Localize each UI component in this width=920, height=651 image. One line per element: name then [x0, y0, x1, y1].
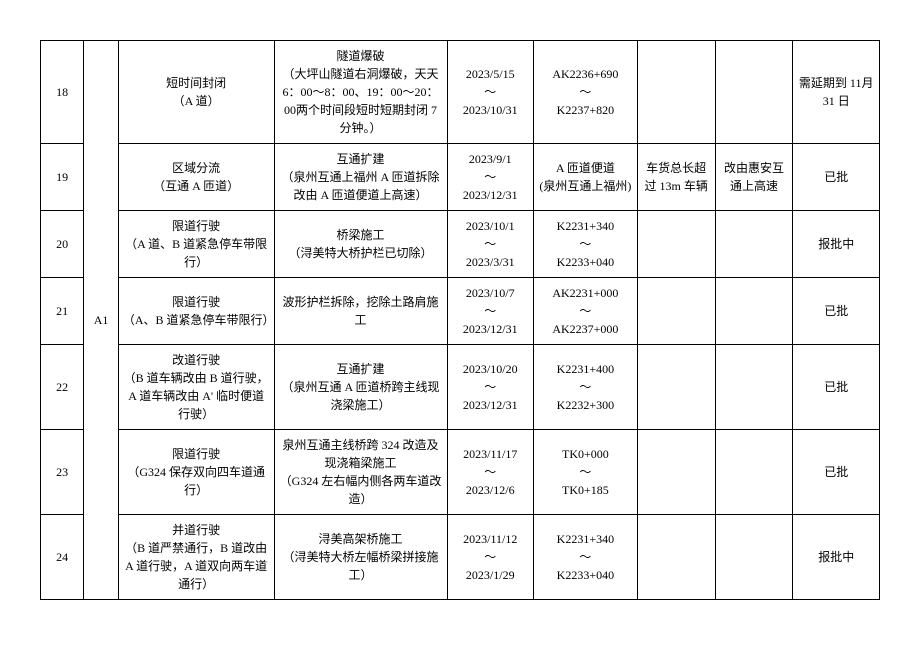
pile-range: A 匝道便道(泉州互通上福州) — [533, 144, 637, 211]
restriction: 区域分流（互通 A 匝道） — [118, 144, 274, 211]
restriction: 短时间封闭（A 道） — [118, 41, 274, 144]
date-range: 2023/5/15～2023/10/31 — [447, 41, 533, 144]
restriction: 改道行驶（B 道车辆改由 B 道行驶，A 道车辆改由 A' 临时便道行驶） — [118, 345, 274, 430]
row-index: 19 — [41, 144, 84, 211]
table-row: 19 区域分流（互通 A 匝道） 互通扩建（泉州互通上福州 A 匝道拆除改由 A… — [41, 144, 880, 211]
row-index: 24 — [41, 515, 84, 600]
reason: 波形护栏拆除，挖除土路肩施工 — [274, 278, 447, 345]
row-index: 20 — [41, 211, 84, 278]
reason: 浔美高架桥施工（浔美特大桥左幅桥梁拼接施工） — [274, 515, 447, 600]
alt-route — [715, 515, 793, 600]
status: 已批 — [793, 278, 880, 345]
row-index: 23 — [41, 430, 84, 515]
construction-table: 18 A1 短时间封闭（A 道） 隧道爆破（大坪山隧道右洞爆破，天天 6：00～… — [40, 40, 880, 600]
pile-range: AK2231+000～AK2237+000 — [533, 278, 637, 345]
reason: 泉州互通主线桥跨 324 改造及现浇箱梁施工（G324 左右幅内侧各两车道改造） — [274, 430, 447, 515]
limit — [637, 345, 715, 430]
pile-range: K2231+400～K2232+300 — [533, 345, 637, 430]
alt-route — [715, 211, 793, 278]
pile-range: AK2236+690～K2237+820 — [533, 41, 637, 144]
restriction: 并道行驶（B 道严禁通行，B 道改由 A 道行驶，A 道双向两车道通行） — [118, 515, 274, 600]
pile-range: K2231+340～K2233+040 — [533, 211, 637, 278]
restriction: 限道行驶（G324 保存双向四车道通行） — [118, 430, 274, 515]
table-row: 18 A1 短时间封闭（A 道） 隧道爆破（大坪山隧道右洞爆破，天天 6：00～… — [41, 41, 880, 144]
date-range: 2023/11/12～2023/1/29 — [447, 515, 533, 600]
row-index: 21 — [41, 278, 84, 345]
pile-range: TK0+000～TK0+185 — [533, 430, 637, 515]
date-range: 2023/10/1～2023/3/31 — [447, 211, 533, 278]
restriction: 限道行驶（A、B 道紧急停车带限行） — [118, 278, 274, 345]
alt-route — [715, 345, 793, 430]
date-range: 2023/9/1～2023/12/31 — [447, 144, 533, 211]
row-index: 18 — [41, 41, 84, 144]
table-row: 21 限道行驶（A、B 道紧急停车带限行） 波形护栏拆除，挖除土路肩施工 202… — [41, 278, 880, 345]
limit — [637, 41, 715, 144]
status: 已批 — [793, 430, 880, 515]
reason: 桥梁施工（浔美特大桥护栏已切除） — [274, 211, 447, 278]
status: 已批 — [793, 144, 880, 211]
row-index: 22 — [41, 345, 84, 430]
status: 需延期到 11月 31 日 — [793, 41, 880, 144]
limit — [637, 515, 715, 600]
date-range: 2023/10/7～2023/12/31 — [447, 278, 533, 345]
restriction: 限道行驶（A 道、B 道紧急停车带限行） — [118, 211, 274, 278]
table-row: 24 并道行驶（B 道严禁通行，B 道改由 A 道行驶，A 道双向两车道通行） … — [41, 515, 880, 600]
pile-range: K2231+340～K2233+040 — [533, 515, 637, 600]
alt-route — [715, 41, 793, 144]
status: 已批 — [793, 345, 880, 430]
reason: 隧道爆破（大坪山隧道右洞爆破，天天 6：00～8：00、19：00～20：00两… — [274, 41, 447, 144]
table-row: 20 限道行驶（A 道、B 道紧急停车带限行） 桥梁施工（浔美特大桥护栏已切除）… — [41, 211, 880, 278]
status: 报批中 — [793, 211, 880, 278]
date-range: 2023/11/17～2023/12/6 — [447, 430, 533, 515]
alt-route — [715, 430, 793, 515]
limit — [637, 430, 715, 515]
date-range: 2023/10/20～2023/12/31 — [447, 345, 533, 430]
limit — [637, 278, 715, 345]
road-name: A1 — [84, 41, 119, 600]
alt-route — [715, 278, 793, 345]
alt-route: 改由惠安互通上高速 — [715, 144, 793, 211]
limit: 车货总长超过 13m 车辆 — [637, 144, 715, 211]
reason: 互通扩建（泉州互通上福州 A 匝道拆除改由 A 匝道便道上高速） — [274, 144, 447, 211]
table-row: 23 限道行驶（G324 保存双向四车道通行） 泉州互通主线桥跨 324 改造及… — [41, 430, 880, 515]
limit — [637, 211, 715, 278]
status: 报批中 — [793, 515, 880, 600]
table-row: 22 改道行驶（B 道车辆改由 B 道行驶，A 道车辆改由 A' 临时便道行驶）… — [41, 345, 880, 430]
reason: 互通扩建（泉州互通 A 匝道桥跨主线现浇梁施工） — [274, 345, 447, 430]
